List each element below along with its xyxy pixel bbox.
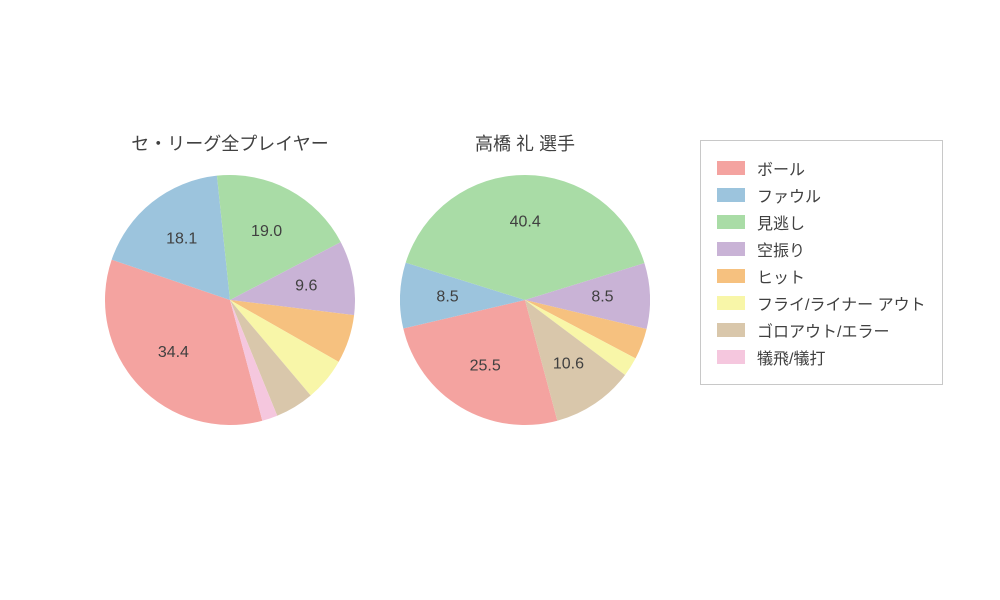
legend-item-foul: ファウル — [717, 183, 926, 207]
legend-swatch-foul — [717, 188, 745, 202]
legend-label-swing: 空振り — [757, 237, 805, 261]
pie2-title: 高橋 礼 選手 — [395, 130, 655, 156]
legend-swatch-ball — [717, 161, 745, 175]
legend-label-groundout: ゴロアウト/エラー — [757, 318, 889, 342]
legend-swatch-groundout — [717, 323, 745, 337]
pie2-svg: 25.5 8.5 40.4 8.5 10.6 — [400, 175, 650, 425]
legend-label-looking: 見逃し — [757, 210, 805, 234]
legend-label-ball: ボール — [757, 156, 805, 180]
pie-slice-label-swing: 9.6 — [295, 277, 317, 294]
legend-item-looking: 見逃し — [717, 210, 926, 234]
pie-slice-label-foul: 8.5 — [436, 288, 458, 305]
legend-item-sac: 犠飛/犠打 — [717, 345, 926, 369]
legend-item-groundout: ゴロアウト/エラー — [717, 318, 926, 342]
pie2: 25.5 8.5 40.4 8.5 10.6 — [400, 175, 650, 425]
pie1: 34.4 18.1 19.0 9.6 — [105, 175, 355, 425]
legend-item-hit: ヒット — [717, 264, 926, 288]
pie-slice-label-foul: 18.1 — [166, 231, 197, 248]
legend-swatch-hit — [717, 269, 745, 283]
legend: ボールファウル見逃し空振りヒットフライ/ライナー アウトゴロアウト/エラー犠飛/… — [700, 140, 943, 385]
legend-label-flyout: フライ/ライナー アウト — [757, 291, 926, 315]
pie1-svg: 34.4 18.1 19.0 9.6 — [105, 175, 355, 425]
legend-swatch-looking — [717, 215, 745, 229]
pie-slice-label-ball: 25.5 — [470, 358, 501, 375]
legend-item-swing: 空振り — [717, 237, 926, 261]
pie-slice-label-swing: 8.5 — [591, 289, 613, 306]
legend-swatch-swing — [717, 242, 745, 256]
chart-container: セ・リーグ全プレイヤー 34.4 18.1 19.0 9.6 高橋 礼 選手 25.5… — [0, 0, 1000, 600]
legend-item-flyout: フライ/ライナー アウト — [717, 291, 926, 315]
legend-item-ball: ボール — [717, 156, 926, 180]
pie-slice-label-groundout: 10.6 — [553, 355, 584, 372]
pie-slice-label-looking: 40.4 — [510, 214, 541, 231]
legend-label-sac: 犠飛/犠打 — [757, 345, 825, 369]
pie-slice-label-ball: 34.4 — [158, 344, 189, 361]
legend-swatch-sac — [717, 350, 745, 364]
pie1-title: セ・リーグ全プレイヤー — [100, 130, 360, 156]
legend-label-foul: ファウル — [757, 183, 821, 207]
pie-slice-label-looking: 19.0 — [251, 223, 282, 240]
legend-swatch-flyout — [717, 296, 745, 310]
legend-label-hit: ヒット — [757, 264, 805, 288]
